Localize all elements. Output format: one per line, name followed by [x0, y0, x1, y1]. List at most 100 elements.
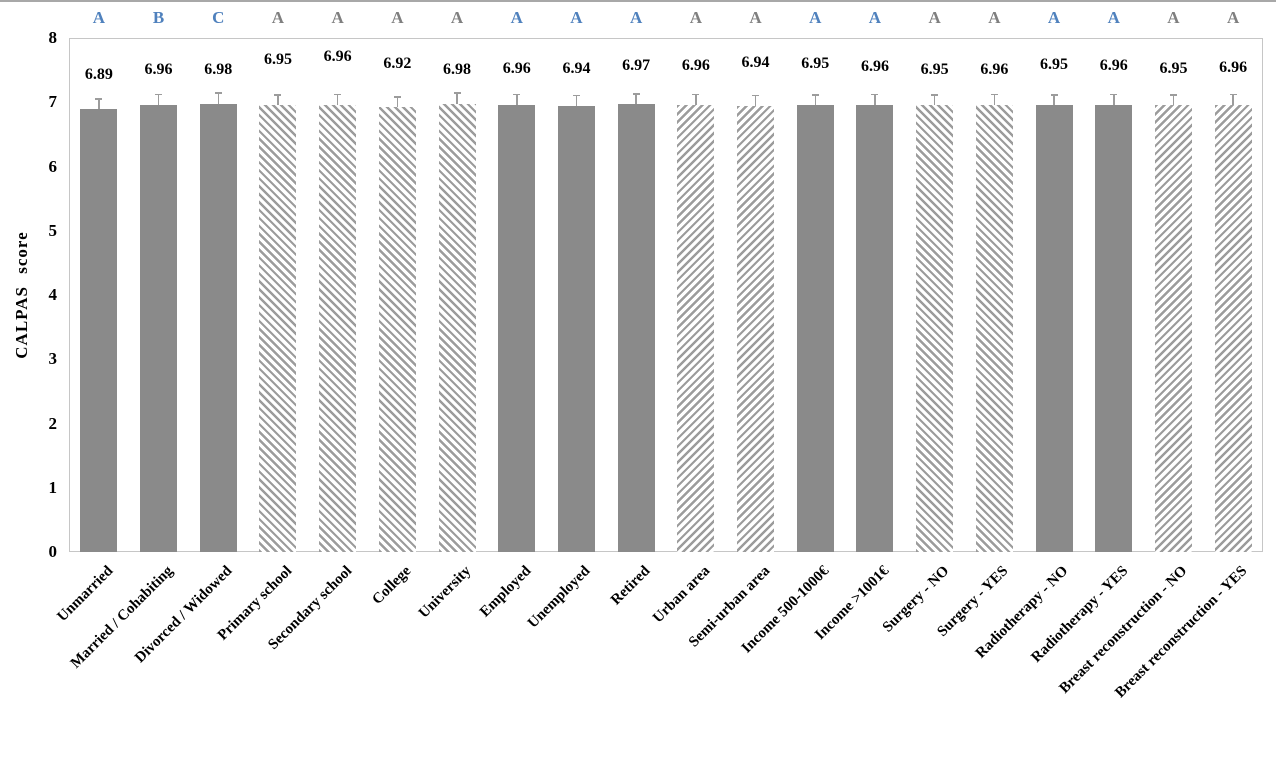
error-bar [98, 99, 100, 112]
error-bar-cap [692, 93, 700, 96]
y-tick-label: 8 [48, 28, 58, 47]
error-bar [1113, 95, 1115, 107]
error-bar [217, 93, 219, 106]
significance-letter: A [928, 8, 941, 27]
error-bar [516, 95, 518, 107]
bar [259, 105, 297, 552]
significance-letter: A [570, 8, 583, 27]
error-bar-cap [632, 93, 640, 95]
bar [1214, 104, 1252, 552]
bar-value-label: 6.94 [562, 60, 591, 78]
error-bar [695, 95, 697, 107]
bar [140, 104, 178, 552]
bar-value-label: 6.96 [980, 60, 1009, 78]
error-bar-cap [1169, 94, 1177, 96]
error-bar-cap [1229, 93, 1237, 96]
significance-letter: A [450, 8, 464, 27]
bar-value-label: 6.97 [622, 57, 651, 75]
bar [319, 104, 357, 552]
bar-value-label: 6.96 [144, 60, 173, 78]
error-bar [575, 96, 578, 109]
error-bar-cap [811, 94, 819, 96]
significance-letter: A [1107, 8, 1120, 27]
bar-value-label: 6.96 [681, 56, 710, 74]
bar-value-label: 6.95 [801, 55, 830, 73]
bar-value-label: 6.95 [920, 61, 949, 79]
error-bar [277, 95, 279, 108]
error-bar [157, 95, 160, 107]
error-bar-cap [334, 93, 342, 96]
bar-value-label: 6.98 [204, 60, 233, 78]
bar [199, 103, 237, 552]
bar [796, 105, 834, 552]
bar-value-label: 6.96 [323, 47, 352, 65]
error-bar-cap [95, 98, 103, 100]
bar [856, 104, 894, 552]
error-bar [874, 95, 876, 107]
error-bar-cap [214, 92, 222, 94]
y-tick-label: 4 [48, 285, 58, 304]
significance-letter: A [988, 8, 1001, 27]
significance-letter: A [391, 8, 404, 27]
bar [737, 106, 775, 552]
error-bar [814, 95, 816, 108]
bar-value-label: 6.94 [741, 54, 770, 72]
bar-value-label: 6.96 [1219, 58, 1248, 76]
error-bar-cap [931, 94, 939, 96]
bar [1035, 105, 1073, 552]
error-bar-cap [1110, 93, 1118, 96]
error-bar [993, 95, 996, 107]
y-tick-label: 3 [48, 349, 58, 369]
bar-value-label: 6.95 [263, 51, 292, 69]
significance-letter: B [152, 8, 165, 27]
bar-value-label: 6.95 [1159, 60, 1188, 78]
top-border-line [0, 0, 1276, 2]
error-bar-cap [513, 93, 521, 96]
error-bar-cap [572, 94, 580, 97]
error-bar-cap [752, 94, 760, 97]
error-bar [1053, 95, 1055, 108]
error-bar [396, 97, 399, 110]
error-bar [754, 96, 757, 109]
significance-letter: A [1047, 8, 1061, 27]
significance-letter: C [212, 8, 225, 27]
bar [1154, 105, 1192, 552]
x-tick-label: Breast reconstruction - YES [1112, 563, 1251, 702]
significance-letter: A [1227, 8, 1240, 27]
bar-value-label: 6.95 [1040, 56, 1069, 74]
bar [438, 103, 476, 552]
significance-letter: A [271, 8, 285, 27]
error-bar-cap [274, 94, 282, 96]
bar-value-label: 6.96 [860, 57, 889, 75]
error-bar [933, 95, 936, 108]
significance-letter: A [749, 8, 762, 27]
bar [557, 106, 595, 552]
y-tick-label: 0 [48, 542, 58, 561]
bar [975, 104, 1013, 552]
significance-letter: A [331, 8, 344, 27]
bar [498, 104, 536, 552]
y-tick-label: 6 [48, 156, 58, 176]
error-bar [336, 95, 339, 107]
bar [80, 109, 118, 552]
significance-letter: A [630, 8, 643, 27]
significance-letter: A [868, 8, 882, 27]
y-tick-label: 2 [48, 413, 58, 433]
y-tick-label: 7 [48, 92, 58, 112]
bar [677, 104, 715, 552]
significance-letter: A [1167, 8, 1180, 27]
error-bar-cap [990, 93, 998, 96]
error-bar-cap [155, 93, 163, 96]
significance-letter: A [510, 8, 523, 27]
error-bar-cap [1050, 94, 1058, 96]
bar-value-label: 6.96 [1099, 56, 1128, 74]
bar-value-label: 6.92 [383, 55, 412, 73]
plot-area [69, 38, 1263, 552]
bar [1095, 104, 1133, 552]
bar-value-label: 6.96 [502, 59, 531, 77]
error-bar [456, 93, 458, 106]
significance-letter: A [809, 8, 822, 27]
error-bar-cap [453, 92, 461, 94]
bar-value-label: 6.98 [443, 60, 472, 78]
